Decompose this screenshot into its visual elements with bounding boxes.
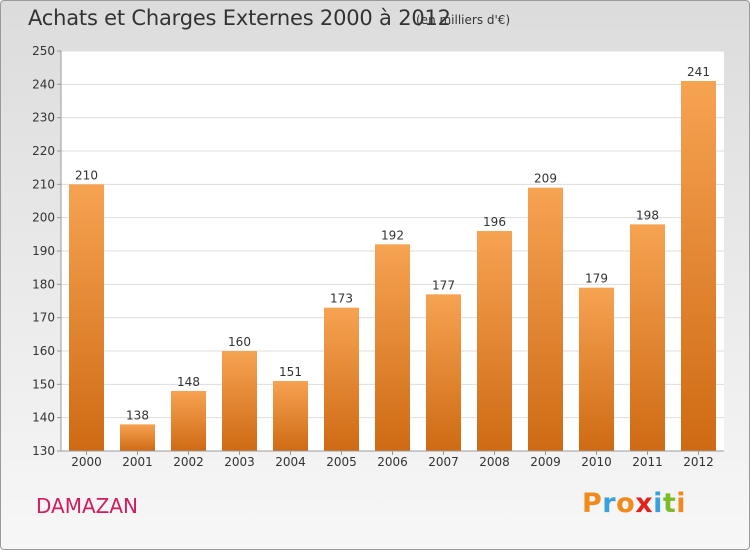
bar-2006: [375, 244, 410, 451]
logo-letter: o: [616, 488, 636, 519]
chart-title: Achats et Charges Externes 2000 à 2012: [28, 6, 451, 30]
y-tick-label: 160: [32, 344, 55, 358]
x-tick-label: 2003: [224, 455, 255, 469]
x-tick-label: 2010: [581, 455, 612, 469]
x-tick-label: 2009: [530, 455, 561, 469]
data-label-2000: 210: [75, 168, 98, 182]
y-tick-label: 250: [32, 44, 55, 58]
bar-2009: [528, 187, 563, 451]
x-tick-label: 2004: [275, 455, 306, 469]
data-label-2008: 196: [483, 215, 506, 229]
logo-letter: r: [602, 488, 617, 519]
bar-2005: [324, 307, 359, 451]
data-label-2007: 177: [432, 278, 455, 292]
bar-2007: [426, 294, 461, 451]
y-axis: 130 140 150 160 170 180 190 200 210 220 230 240 250: [32, 44, 61, 458]
y-tick-label: 150: [32, 377, 55, 391]
bar-2001: [120, 424, 155, 451]
commune-name: DAMAZAN: [36, 494, 139, 518]
bar-2011: [630, 224, 665, 451]
bar-2003: [222, 351, 257, 451]
bar-2000: [69, 184, 104, 452]
data-label-2010: 179: [585, 272, 608, 286]
x-axis: 2000 2001 2002 2003 2004 2005 2006 2007 2008 2009…: [71, 451, 714, 469]
logo-letter: i: [653, 488, 663, 519]
x-tick-label: 2000: [71, 455, 102, 469]
x-tick-label: 2007: [428, 455, 459, 469]
x-tick-label: 2006: [377, 455, 408, 469]
logo-letter: P: [582, 488, 603, 519]
data-label-2002: 148: [177, 375, 200, 389]
bar-2002: [171, 391, 206, 451]
logo-letter: x: [635, 488, 654, 519]
bars: [69, 81, 716, 452]
y-tick-label: 230: [32, 111, 55, 125]
data-labels: 210 138 148 160 151 173 192 177 196 209 179 198 241: [75, 65, 710, 422]
x-tick-label: 2012: [683, 455, 714, 469]
bar-2010: [579, 287, 614, 451]
chart-subtitle: (en milliers d'€): [416, 13, 511, 27]
data-label-2011: 198: [636, 208, 659, 222]
x-tick-label: 2011: [632, 455, 663, 469]
data-label-2005: 173: [330, 292, 353, 306]
proxiti-logo: Proxiti: [582, 488, 686, 519]
logo-letter: i: [676, 488, 687, 519]
bar-2012: [681, 81, 716, 451]
data-label-2006: 192: [381, 228, 404, 242]
data-label-2001: 138: [126, 408, 149, 422]
y-tick-label: 200: [32, 211, 55, 225]
y-tick-label: 240: [32, 77, 55, 91]
logo-letter: t: [662, 488, 677, 519]
y-tick-label: 170: [32, 311, 55, 325]
y-tick-label: 130: [32, 444, 55, 458]
x-tick-label: 2008: [479, 455, 510, 469]
y-tick-label: 210: [32, 177, 55, 191]
x-tick-label: 2002: [173, 455, 204, 469]
bar-2008: [477, 231, 512, 451]
data-label-2004: 151: [279, 365, 302, 379]
data-label-2012: 241: [687, 65, 710, 79]
x-tick-label: 2005: [326, 455, 357, 469]
y-tick-label: 190: [32, 244, 55, 258]
data-label-2009: 209: [534, 172, 557, 186]
data-label-2003: 160: [228, 335, 251, 349]
y-tick-label: 140: [32, 411, 55, 425]
x-tick-label: 2001: [122, 455, 153, 469]
y-tick-label: 180: [32, 277, 55, 291]
y-tick-label: 220: [32, 144, 55, 158]
bar-2004: [273, 381, 308, 451]
